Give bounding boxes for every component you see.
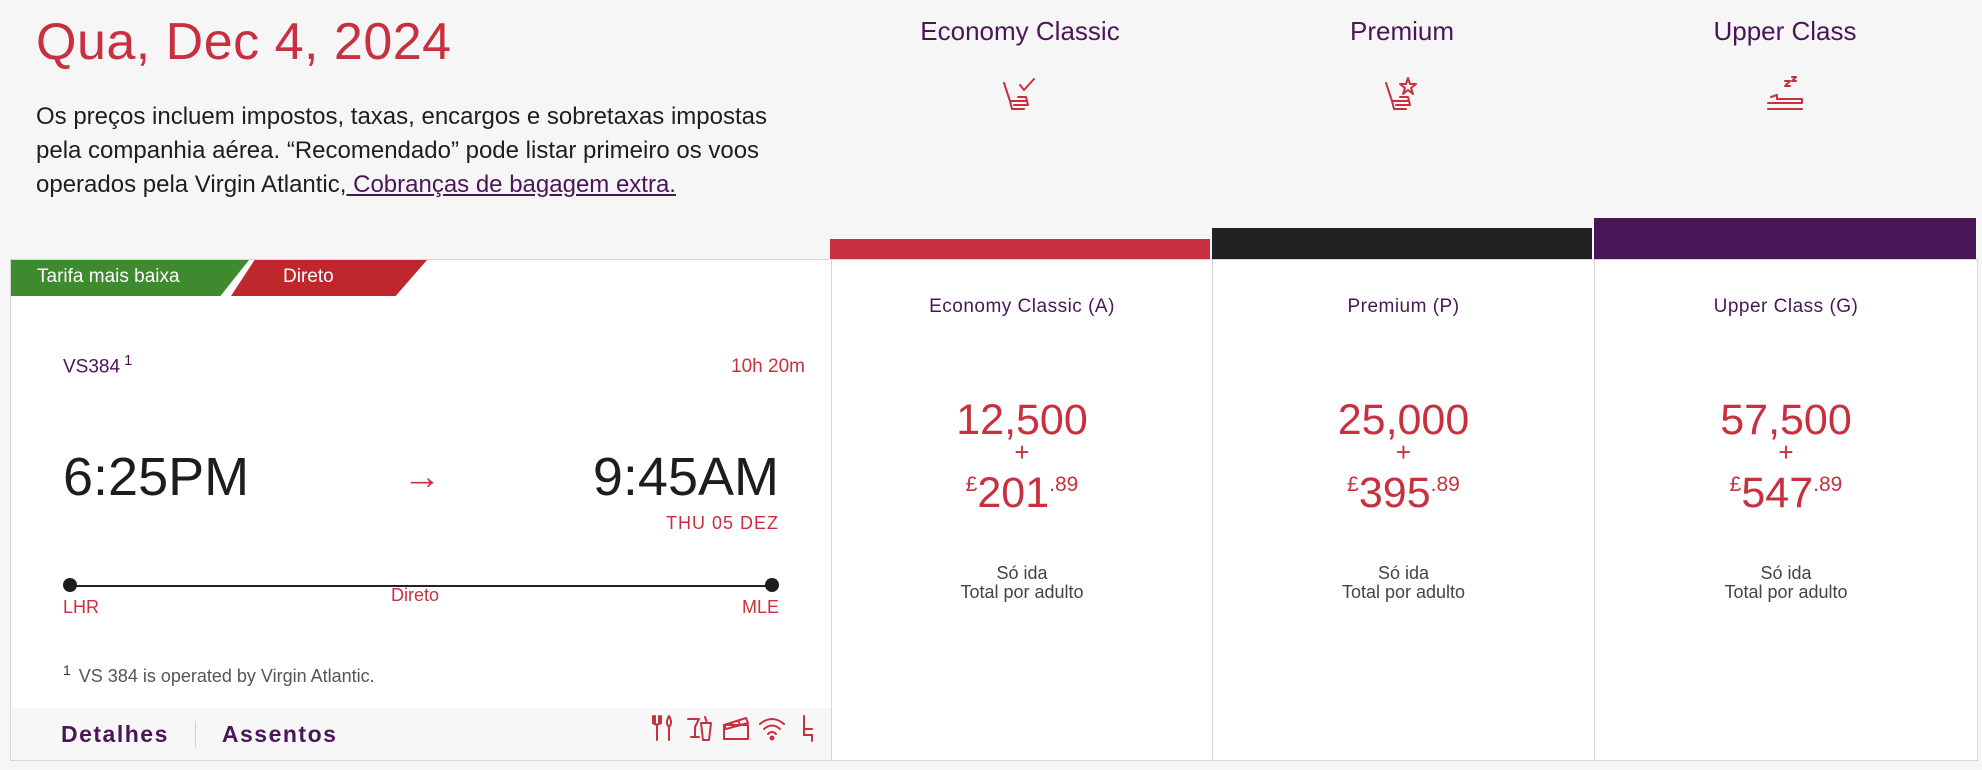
lowest-fare-tag: Tarifa mais baixa [11,260,249,296]
flight-number: VS384 1 [63,352,132,378]
fare-plus: + [1778,437,1794,467]
fare-plus: + [1014,437,1030,467]
trip-type: Só ida [1377,563,1430,583]
flight-result-card: Tarifa mais baixa Direto VS384 1 10h 20m … [10,259,1978,761]
divider [194,721,196,747]
price-whole: 201 [977,469,1050,517]
flight-tags: Tarifa mais baixa Direto [11,260,427,296]
origin-airport: LHR [63,597,100,617]
cabin-header-premium: Premium [1212,0,1592,260]
fare-option-premium[interactable]: Premium (P) 25,000 + £395.89 Só ida Total… [1212,260,1594,760]
details-link[interactable]: Detalhes [61,720,169,747]
fare-name: Premium (P) [1347,296,1460,317]
departure-time: 6:25PM [63,447,250,507]
trip-type: Só ida [996,563,1048,583]
price-whole: 547 [1741,469,1814,517]
fare-price: £395.89 [1213,462,1594,516]
baggage-fees-link[interactable]: Cobranças de bagagem extra. [346,171,676,198]
footnote-text: VS 384 is operated by Virgin Atlantic. [78,666,375,686]
route-line [69,585,773,587]
arrival-date: THU 05 DEZ [665,513,779,533]
footnote-marker: 1 [63,662,71,678]
price-whole: 395 [1358,469,1431,517]
fare-note: Só ida Total por adulto [832,564,1212,602]
fare-price: £547.89 [1595,462,1977,516]
direct-tag: Direto [231,260,427,296]
cabin-color-bar [830,239,1210,260]
results-header: Qua, Dec 4, 2024 Os preços incluem impos… [36,12,816,202]
fare-name: Economy Classic (A) [929,296,1115,317]
fare-note: Só ida Total por adulto [1595,564,1977,602]
fare-name: Upper Class (G) [1713,296,1859,317]
cabin-color-bar [1594,218,1976,260]
entertainment-icon [721,713,751,748]
fare-price: £201.89 [832,462,1212,516]
flight-footer: Detalhes Assentos [11,708,831,760]
seat-check-icon [1000,75,1040,115]
origin-dot [63,578,77,592]
drinks-icon [685,713,715,748]
page-title: Qua, Dec 4, 2024 [36,13,452,71]
wifi-icon [757,713,787,748]
cabin-header-upper: Upper Class [1594,0,1976,260]
cabin-color-bar [1212,228,1592,260]
operator-footnote: 1 VS 384 is operated by Virgin Atlantic. [63,662,375,687]
cabin-header-economy: Economy Classic [830,0,1210,260]
fare-note: Só ida Total por adulto [1213,564,1594,602]
price-basis: Total por adulto [1724,582,1848,602]
flight-duration: 10h 20m [731,356,805,377]
fare-points: 57,500 [1720,396,1852,444]
price-decimals: .89 [1813,473,1843,496]
disclaimer-text: Os preços incluem impostos, taxas, encar… [36,103,767,198]
destination-dot [765,578,779,592]
fare-option-upper[interactable]: Upper Class (G) 57,500 + £547.89 Só ida T… [1594,260,1977,760]
arrival-time: 9:45AM [592,447,779,507]
price-disclaimer: Os preços incluem impostos, taxas, encar… [36,100,796,202]
cabin-name: Economy Classic [920,16,1120,46]
seat-star-icon [1382,75,1422,115]
footnote-marker: 1 [124,352,133,369]
fare-points: 12,500 [956,396,1088,444]
flatbed-sleep-icon [1765,75,1805,115]
price-decimals: .89 [1430,473,1460,496]
flight-details-panel: Tarifa mais baixa Direto VS384 1 10h 20m … [11,260,831,760]
currency-symbol: £ [1347,473,1359,496]
power-icon [793,713,823,748]
trip-type: Só ida [1760,563,1812,583]
flight-number-text: VS384 [63,356,121,378]
currency-symbol: £ [965,473,978,496]
seats-link[interactable]: Assentos [221,720,338,747]
cutlery-icon [649,713,679,748]
price-basis: Total por adulto [1341,582,1466,602]
stops-label: Direto [391,585,440,605]
price-decimals: .89 [1049,473,1079,496]
fare-points: 25,000 [1337,396,1470,444]
amenities-list [649,713,823,748]
destination-airport: MLE [741,597,779,617]
cabin-name: Upper Class [1713,16,1857,46]
currency-symbol: £ [1729,473,1742,496]
fare-plus: + [1395,437,1412,467]
arrow-right-icon: → [403,456,441,498]
fare-option-economy[interactable]: Economy Classic (A) 12,500 + £201.89 Só … [831,260,1212,760]
price-basis: Total por adulto [960,582,1084,602]
cabin-name: Premium [1349,16,1454,46]
